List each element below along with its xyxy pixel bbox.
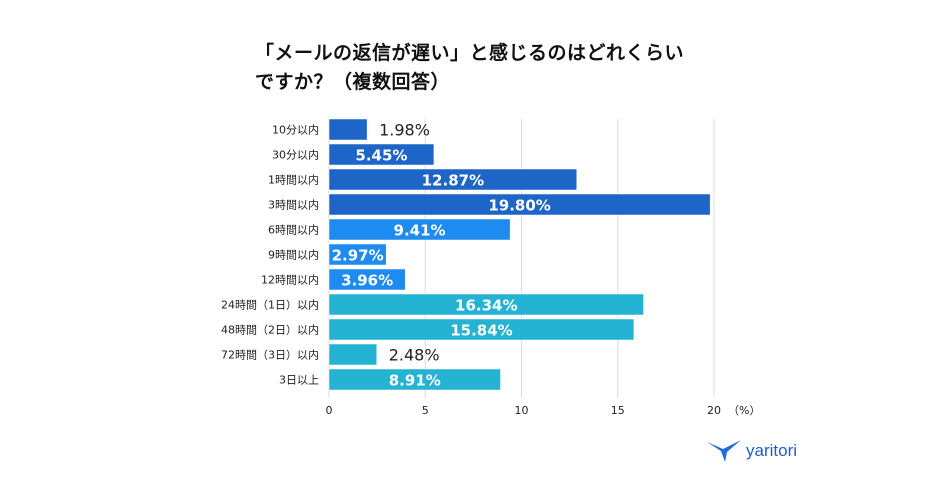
x-tick-label: 10	[515, 404, 529, 417]
data-label: 1.98%	[379, 121, 430, 140]
bar	[328, 268, 406, 291]
bar	[328, 243, 387, 266]
bar	[328, 293, 644, 316]
x-tick-label: 0	[326, 404, 333, 417]
bar	[328, 143, 435, 166]
category-label: 3日以上	[279, 374, 319, 387]
data-label: 8.91%	[389, 372, 441, 390]
category-label: 48時間（2日）以内	[221, 323, 319, 337]
x-tick-label: 20	[707, 404, 721, 417]
category-label: 12時間以内	[261, 273, 319, 287]
x-tick-label: 15	[611, 404, 625, 417]
title-line-1: 「メールの返信が遅い」と感じるのはどれくらい	[255, 42, 685, 64]
data-label: 12.87%	[422, 172, 484, 190]
data-label: 2.48%	[389, 346, 440, 365]
yaritori-logo: yaritori	[707, 440, 797, 462]
bar	[328, 193, 711, 216]
data-label: 5.45%	[355, 147, 407, 165]
category-label: 6時間以内	[268, 223, 319, 237]
bar	[328, 168, 577, 191]
category-label: 10分以内	[272, 123, 319, 137]
data-label: 3.96%	[341, 272, 393, 290]
bar	[328, 218, 511, 241]
category-label: 9時間以内	[268, 248, 319, 262]
category-label: 24時間（1日）以内	[221, 298, 319, 312]
data-label: 15.84%	[450, 322, 512, 340]
category-label: 30分以内	[272, 148, 319, 162]
title-line-2: ですか？（複数回答）	[255, 71, 451, 93]
bar	[328, 118, 368, 141]
category-label: 3時間以内	[268, 198, 319, 212]
logo-mark-icon	[707, 440, 741, 462]
data-label: 19.80%	[488, 197, 550, 215]
bar	[328, 368, 501, 391]
bar	[328, 343, 377, 366]
x-tick-label: 5	[422, 404, 429, 417]
x-unit-label: （%）	[728, 404, 760, 417]
logo-text: yaritori	[746, 441, 798, 460]
bar	[328, 318, 635, 341]
data-label: 16.34%	[455, 297, 517, 315]
data-label: 9.41%	[394, 222, 446, 240]
data-label: 2.97%	[332, 247, 384, 265]
category-label: 72時間（3日）以内	[221, 348, 319, 362]
chart-title: 「メールの返信が遅い」と感じるのはどれくらい ですか？（複数回答）	[255, 39, 684, 97]
category-label: 1時間以内	[268, 173, 319, 187]
